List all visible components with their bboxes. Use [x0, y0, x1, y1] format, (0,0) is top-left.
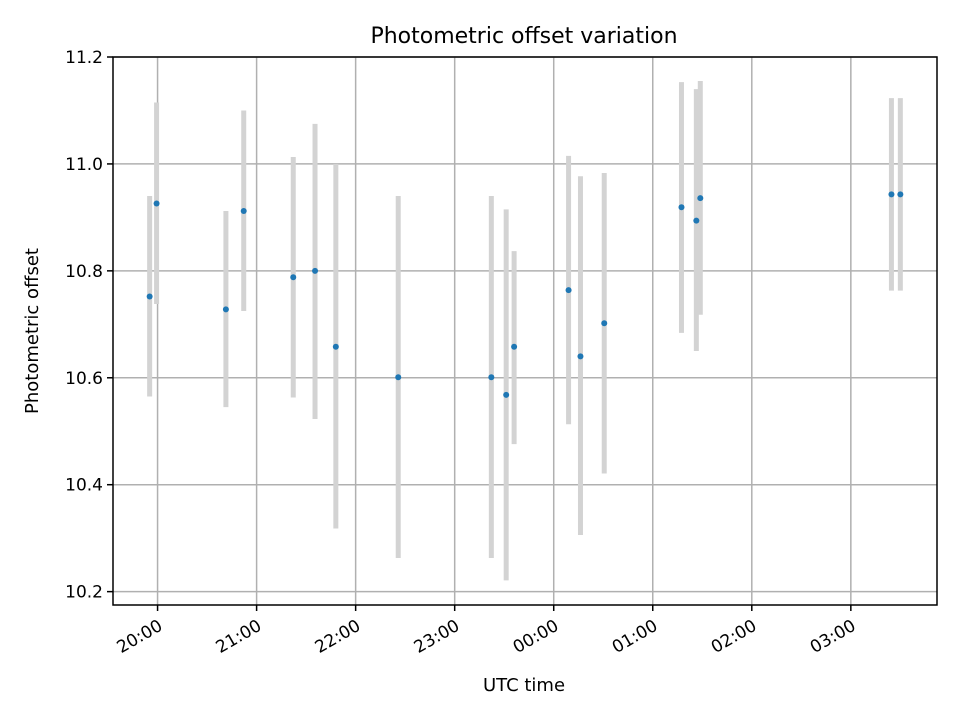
data-point: [678, 204, 685, 211]
error-bars: [147, 81, 903, 581]
y-tick-label: 10.8: [65, 262, 103, 282]
data-points: [146, 191, 904, 398]
data-point: [332, 343, 339, 350]
y-tick-label: 11.0: [65, 155, 103, 175]
chart-title: Photometric offset variation: [370, 24, 677, 49]
data-point: [240, 207, 247, 214]
x-tick-label: 21:00: [213, 616, 265, 658]
data-point: [565, 287, 572, 294]
data-point: [222, 306, 229, 313]
y-tick-label: 10.2: [65, 583, 103, 603]
x-tick-label: 02:00: [708, 616, 760, 658]
y-tick-label: 11.2: [65, 48, 103, 68]
x-tick-label: 03:00: [807, 616, 859, 658]
data-point: [888, 191, 895, 198]
data-point: [511, 343, 518, 350]
x-axis-label: UTC time: [483, 675, 565, 696]
data-point: [697, 195, 704, 202]
data-point: [146, 293, 153, 300]
x-axis-ticks: 20:00 21:00 22:00 23:00 00:00 01:00 02:00 03:00: [114, 605, 859, 658]
grid-lines: [113, 56, 937, 605]
data-point: [503, 391, 510, 398]
data-point: [577, 353, 584, 360]
data-point: [312, 267, 319, 274]
x-tick-label: 20:00: [114, 616, 166, 658]
y-axis-label: Photometric offset: [22, 248, 43, 414]
data-point: [153, 200, 160, 207]
data-point: [601, 320, 608, 327]
data-point: [395, 374, 402, 381]
plot-frame: [112, 56, 938, 606]
x-tick-label: 23:00: [411, 616, 463, 658]
y-tick-label: 10.6: [65, 369, 103, 389]
data-point: [897, 191, 904, 198]
y-axis-ticks: 10.2 10.4 10.6 10.8 11.0 11.2: [65, 48, 113, 603]
data-point: [488, 374, 495, 381]
data-point: [693, 217, 700, 224]
x-tick-label: 22:00: [312, 616, 364, 658]
y-tick-label: 10.4: [65, 476, 103, 496]
x-tick-label: 01:00: [609, 616, 661, 658]
x-tick-label: 00:00: [510, 616, 562, 658]
data-point: [290, 274, 297, 281]
